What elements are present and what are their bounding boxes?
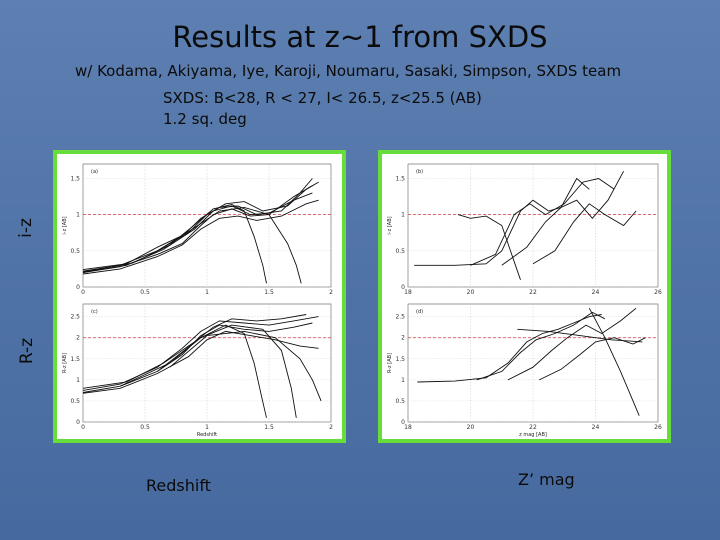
series-line — [169, 330, 322, 402]
panel-letter: (b) — [416, 169, 423, 175]
series-line — [157, 324, 297, 418]
y-tick-label: 1.5 — [70, 356, 80, 363]
left-charts-svg: 0 0.5 1 1.5 2 0 0.5 1 1.5 (a) i-z [AB] 0 0.5 1 1.5 2 0 0.… — [62, 163, 333, 438]
slide-title: Results at z~1 from SXDS — [172, 20, 548, 54]
x-tick-label: 22 — [529, 289, 537, 296]
y-tick-label: 0 — [401, 284, 405, 291]
row-label-rz: R-z — [17, 337, 38, 365]
series-line — [82, 314, 307, 389]
y-tick-label: 2.5 — [70, 314, 80, 321]
y-axis-label: R-z [AB] — [62, 353, 68, 373]
x-axis-label: Redshift — [197, 432, 217, 438]
x-tick-label: 2 — [329, 424, 333, 431]
x-tick-label: 24 — [592, 289, 600, 296]
x-axis-label: z mag [AB] — [519, 432, 547, 438]
x-tick-label: 0.5 — [140, 289, 150, 296]
series-line — [82, 322, 313, 393]
x-tick-label: 0 — [81, 424, 85, 431]
area-line: 1.2 sq. deg — [163, 110, 247, 128]
x-tick-label: 1.5 — [264, 289, 274, 296]
y-tick-label: 0 — [76, 284, 80, 291]
series-line — [532, 203, 637, 265]
x-tick-label: 26 — [654, 289, 662, 296]
y-tick-label: 0 — [76, 419, 80, 426]
series-line — [539, 337, 646, 381]
chart-0: 0 0.5 1 1.5 2 0 0.5 1 1.5 (a) i-z [AB] — [62, 163, 333, 296]
y-axis-label: i-z [AB] — [62, 216, 68, 234]
series-line — [157, 206, 302, 284]
x-tick-label: 2 — [329, 289, 333, 296]
x-tick-label: 0.5 — [140, 424, 150, 431]
series-line — [476, 311, 606, 381]
x-tick-label: 18 — [404, 289, 412, 296]
x-tick-label: 1.5 — [264, 424, 274, 431]
y-tick-label: 1.5 — [395, 175, 405, 182]
y-tick-label: 1 — [401, 212, 405, 219]
y-tick-label: 0.5 — [395, 248, 405, 255]
y-tick-label: 1 — [76, 377, 80, 384]
y-tick-label: 2 — [401, 335, 405, 342]
y-tick-label: 2.5 — [395, 314, 405, 321]
x-tick-label: 20 — [467, 424, 475, 431]
x-tick-label: 26 — [654, 424, 662, 431]
y-tick-label: 1 — [401, 377, 405, 384]
left-figure-panel: 0 0.5 1 1.5 2 0 0.5 1 1.5 (a) i-z [AB] 0 0.5 1 1.5 2 0 0.… — [53, 150, 346, 443]
y-tick-label: 0.5 — [395, 398, 405, 405]
series-line — [470, 178, 615, 266]
series-line — [82, 178, 313, 272]
series-line — [82, 330, 319, 394]
x-tick-label: 24 — [592, 424, 600, 431]
series-line — [82, 204, 267, 284]
y-tick-label: 1 — [76, 212, 80, 219]
y-tick-label: 1.5 — [70, 175, 80, 182]
row-label-iz: i-z — [15, 218, 36, 238]
x-tick-label: 1 — [205, 289, 209, 296]
right-figure-panel: 18 20 22 24 26 0 0.5 1 1.5 (b) i-z [AB] 18 20 22 24 26 0… — [378, 150, 671, 443]
series-line — [457, 214, 521, 280]
y-axis-label: i-z [AB] — [387, 216, 393, 234]
criteria-line: SXDS: B<28, R < 27, I< 26.5, z<25.5 (AB) — [163, 89, 482, 107]
x-tick-label: 18 — [404, 424, 412, 431]
panel-letter: (c) — [91, 309, 98, 315]
x-tick-label: 20 — [467, 289, 475, 296]
chart-2: 0 0.5 1 1.5 2 0 0.5 1 1.5 2 2.5 (c) R-z [AB] Redshift — [62, 303, 333, 438]
panel-letter: (d) — [416, 309, 423, 315]
panel-letter: (a) — [91, 169, 98, 175]
series-line — [588, 307, 640, 416]
redshift-label: Redshift — [146, 476, 211, 495]
authors-line: w/ Kodama, Akiyama, Iye, Karoji, Noumaru… — [75, 62, 622, 80]
x-tick-label: 1 — [205, 424, 209, 431]
series-line — [120, 324, 267, 418]
y-tick-label: 0.5 — [70, 248, 80, 255]
series-line — [82, 316, 319, 391]
y-tick-label: 2 — [76, 335, 80, 342]
series-line — [82, 199, 319, 275]
series-line — [414, 177, 590, 266]
series-line — [517, 328, 643, 343]
y-tick-label: 0.5 — [70, 398, 80, 405]
series-line — [507, 307, 637, 381]
chart-1: 18 20 22 24 26 0 0.5 1 1.5 (b) i-z [AB] — [387, 163, 662, 296]
x-tick-label: 22 — [529, 424, 537, 431]
y-tick-label: 0 — [401, 419, 405, 426]
series-line — [501, 170, 624, 266]
y-axis-label: R-z [AB] — [387, 353, 393, 373]
series-line — [82, 192, 313, 273]
chart-3: 18 20 22 24 26 0 0.5 1 1.5 2 2.5 (d) R-z [AB] z mag [… — [387, 303, 662, 438]
zmag-label: Z’ mag — [518, 470, 575, 489]
x-tick-label: 0 — [81, 289, 85, 296]
y-tick-label: 1.5 — [395, 356, 405, 363]
